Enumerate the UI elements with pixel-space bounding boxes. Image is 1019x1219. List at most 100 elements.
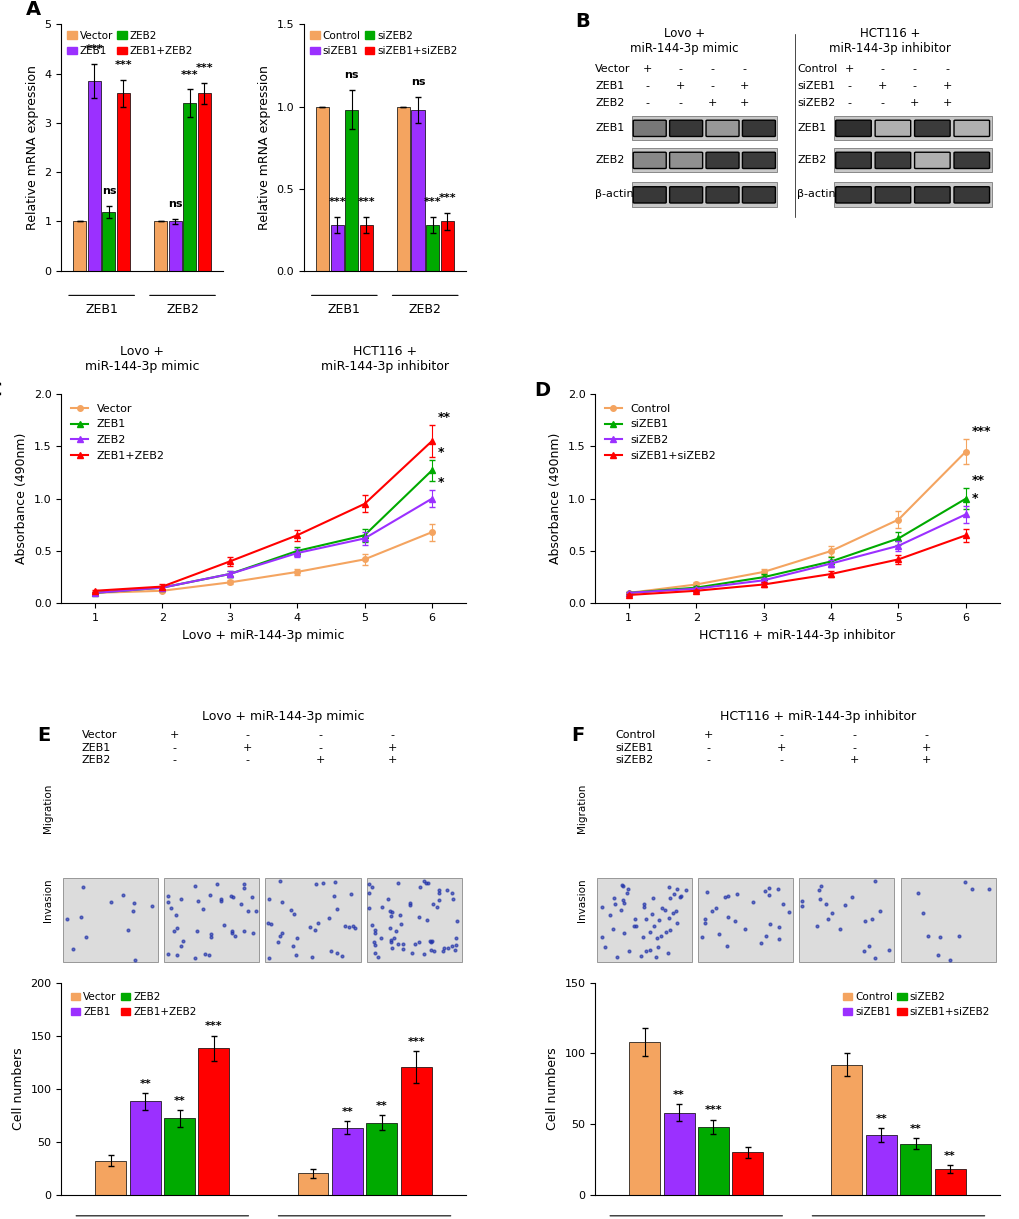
Point	[430, 890, 446, 909]
siZEB2	[690, 581, 702, 596]
Point	[271, 926, 287, 946]
Point	[657, 922, 674, 941]
Text: **: **	[341, 1107, 353, 1118]
Point	[641, 940, 657, 959]
Point	[382, 907, 398, 926]
Bar	[400, 1068, 431, 1195]
Point	[634, 928, 650, 947]
Line: ZEB2: ZEB2	[92, 496, 434, 596]
Point	[643, 903, 659, 923]
Point	[201, 981, 217, 1001]
Point	[311, 1014, 327, 1034]
Point	[65, 939, 82, 958]
Point	[412, 1006, 428, 1025]
Bar	[164, 1118, 195, 1195]
Text: **: **	[140, 1079, 151, 1089]
Point	[808, 915, 824, 935]
Text: ***: ***	[205, 1022, 222, 1031]
Point	[270, 964, 286, 984]
Bar	[183, 104, 197, 271]
Text: B: B	[575, 12, 589, 30]
FancyBboxPatch shape	[742, 187, 774, 204]
X-axis label: Lovo + miR-144-3p mimic: Lovo + miR-144-3p mimic	[182, 629, 344, 641]
Point	[810, 880, 826, 900]
Point	[614, 890, 631, 909]
siZEB1+siZEB2	[892, 552, 904, 567]
Point	[754, 1001, 770, 1020]
Point	[677, 880, 693, 900]
Point	[439, 939, 455, 958]
FancyBboxPatch shape	[833, 147, 990, 172]
Text: -: -	[709, 63, 713, 73]
Point	[612, 1000, 629, 1019]
Text: ***: ***	[423, 196, 441, 207]
Text: Control: Control	[797, 63, 837, 73]
Point	[644, 889, 660, 908]
Text: -: -	[779, 755, 783, 764]
Text: **: **	[944, 1151, 955, 1160]
Point	[239, 901, 256, 920]
Point	[398, 974, 415, 993]
Legend: Control, siZEB1, siZEB2, siZEB1+siZEB2: Control, siZEB1, siZEB2, siZEB1+siZEB2	[838, 987, 994, 1022]
Point	[438, 972, 454, 991]
Line: Control: Control	[626, 449, 968, 596]
FancyBboxPatch shape	[799, 970, 894, 1054]
Bar	[366, 1123, 396, 1195]
Point	[127, 1000, 144, 1019]
Point	[378, 985, 394, 1004]
Point	[594, 897, 610, 917]
Point	[360, 898, 376, 918]
Point	[856, 912, 872, 931]
Point	[72, 907, 89, 926]
siZEB1+siZEB2	[622, 588, 634, 602]
Point	[202, 885, 218, 904]
siZEB1	[959, 491, 971, 506]
Point	[159, 945, 175, 964]
Point	[603, 969, 620, 989]
Point	[367, 920, 383, 940]
ZEB1+ZEB2	[426, 434, 438, 449]
Point	[364, 996, 380, 1015]
Point	[702, 1008, 718, 1028]
Point	[870, 901, 887, 920]
Point	[213, 891, 229, 911]
Point	[739, 1006, 755, 1025]
Point	[391, 906, 408, 925]
Text: ZEB1: ZEB1	[86, 302, 118, 316]
Point	[638, 909, 654, 929]
Legend: Vector, ZEB1, ZEB2, ZEB1+ZEB2: Vector, ZEB1, ZEB2, ZEB1+ZEB2	[66, 400, 169, 464]
Point	[620, 1035, 636, 1054]
FancyBboxPatch shape	[633, 187, 665, 204]
Text: **: **	[173, 1096, 185, 1106]
Point	[635, 965, 651, 985]
Point	[342, 885, 359, 904]
Point	[838, 1031, 854, 1051]
Text: Invasion: Invasion	[43, 879, 53, 922]
ZEB1	[156, 580, 168, 595]
Point	[407, 935, 423, 954]
Point	[596, 937, 612, 957]
Point	[216, 915, 232, 935]
Point	[416, 872, 432, 891]
Text: -: -	[709, 80, 713, 91]
Legend: Control, siZEB1, siZEB2, siZEB1+siZEB2: Control, siZEB1, siZEB2, siZEB1+siZEB2	[600, 400, 720, 464]
Point	[58, 978, 74, 997]
Text: HCT116 +
miR-144-3p inhibitor: HCT116 + miR-144-3p inhibitor	[320, 345, 448, 373]
Point	[651, 973, 667, 992]
Text: A: A	[25, 0, 41, 18]
Bar	[396, 106, 410, 271]
Point	[203, 926, 219, 946]
Line: siZEB1+siZEB2: siZEB1+siZEB2	[626, 533, 968, 597]
Point	[693, 928, 709, 947]
FancyBboxPatch shape	[705, 187, 739, 204]
Point	[382, 930, 398, 950]
Point	[681, 1042, 697, 1062]
Text: Migration: Migration	[43, 784, 53, 833]
Text: HCT116 + miR-144-3p inhibitor: HCT116 + miR-144-3p inhibitor	[718, 711, 915, 723]
Point	[755, 1001, 771, 1020]
Point	[387, 1018, 404, 1037]
Point	[760, 885, 776, 904]
FancyBboxPatch shape	[631, 116, 776, 140]
Point	[860, 936, 876, 956]
Bar	[316, 106, 329, 271]
